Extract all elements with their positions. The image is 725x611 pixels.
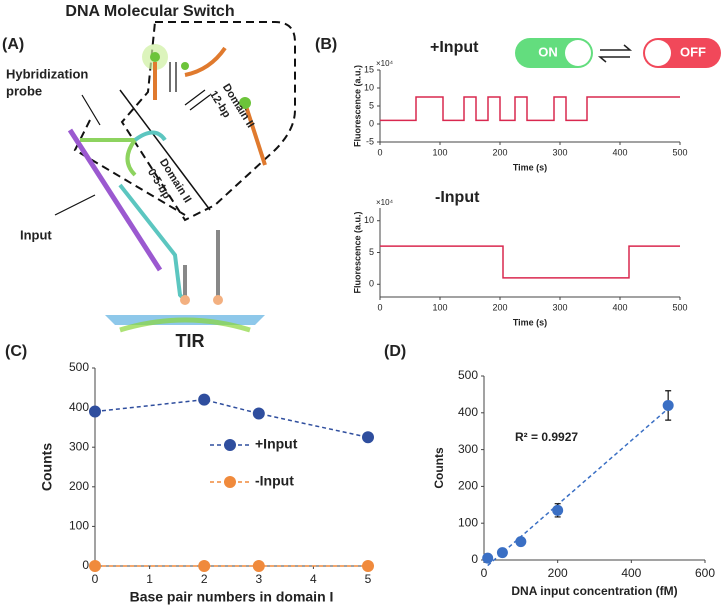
point bbox=[362, 560, 374, 572]
point bbox=[482, 552, 494, 564]
y-tick-label: 400 bbox=[458, 405, 478, 419]
point bbox=[198, 393, 211, 406]
y-scale-label: ×10⁴ bbox=[376, 59, 394, 68]
point bbox=[362, 431, 374, 444]
point bbox=[198, 560, 211, 572]
x-tick-label: 0 bbox=[377, 302, 382, 312]
point bbox=[496, 547, 508, 559]
x-tick-label: 0 bbox=[377, 147, 382, 157]
switch bbox=[515, 38, 721, 68]
x-tick-label: 0 bbox=[92, 572, 99, 586]
legend-label: -Input bbox=[255, 473, 294, 489]
x-tick-label: 500 bbox=[672, 147, 687, 157]
legend-label: +Input bbox=[255, 436, 298, 452]
chart-title: +Input bbox=[430, 39, 479, 56]
panel-label: (C) bbox=[5, 343, 27, 360]
x-tick-label: 3 bbox=[255, 572, 262, 586]
x-tick-label: 400 bbox=[612, 147, 627, 157]
x-tick-label: 500 bbox=[672, 302, 687, 312]
x-axis-label: Base pair numbers in domain I bbox=[130, 589, 334, 605]
series-line bbox=[380, 245, 680, 279]
y-tick-label: 0 bbox=[82, 558, 89, 572]
x-tick-label: 200 bbox=[548, 566, 568, 580]
y-tick-label: 5 bbox=[369, 100, 374, 110]
annotation: R² = 0.9927 bbox=[515, 430, 578, 444]
x-tick-label: 200 bbox=[492, 302, 507, 312]
y-tick-label: 100 bbox=[458, 515, 478, 529]
point bbox=[252, 560, 265, 572]
point bbox=[252, 407, 265, 420]
x-tick-label: 100 bbox=[432, 302, 447, 312]
x-tick-label: 5 bbox=[365, 572, 372, 586]
diagram bbox=[54, 21, 296, 333]
y-scale-label: ×10⁴ bbox=[376, 198, 394, 207]
chart-title: -Input bbox=[435, 189, 480, 206]
y-tick-label: 0 bbox=[369, 279, 374, 289]
point bbox=[662, 399, 674, 411]
y-axis-label: Counts bbox=[39, 443, 55, 491]
y-tick-label: 500 bbox=[458, 368, 478, 382]
trendline bbox=[487, 407, 669, 567]
switch-off: OFF bbox=[680, 44, 706, 59]
series-line bbox=[94, 398, 369, 439]
y-tick-label: -5 bbox=[366, 136, 374, 146]
y-tick-label: 500 bbox=[69, 360, 89, 374]
x-tick-label: 600 bbox=[695, 566, 715, 580]
x-tick-label: 300 bbox=[552, 302, 567, 312]
input-label: Input bbox=[20, 227, 52, 242]
y-axis-label: Fluorescence (a.u.) bbox=[352, 211, 362, 293]
panel-label: (A) bbox=[2, 36, 24, 53]
x-tick-label: 100 bbox=[432, 147, 447, 157]
y-tick-label: 15 bbox=[364, 64, 374, 74]
point bbox=[515, 536, 527, 548]
probe-label: Hybridization bbox=[6, 66, 88, 81]
figure-title: DNA Molecular Switch bbox=[65, 3, 234, 20]
x-axis-label: Time (s) bbox=[513, 162, 547, 172]
y-tick-label: 0 bbox=[369, 118, 374, 128]
switch-on: ON bbox=[538, 44, 558, 59]
x-tick-label: 2 bbox=[201, 572, 208, 586]
y-tick-label: 10 bbox=[364, 215, 374, 225]
y-axis-label: Fluorescence (a.u.) bbox=[352, 65, 362, 147]
y-tick-label: 300 bbox=[458, 442, 478, 456]
y-tick-label: 200 bbox=[69, 479, 89, 493]
panel-label: (D) bbox=[384, 343, 406, 360]
y-tick-label: 100 bbox=[69, 519, 89, 533]
point bbox=[89, 560, 101, 572]
x-tick-label: 0 bbox=[481, 566, 488, 580]
series-line bbox=[380, 96, 680, 122]
y-tick-label: 400 bbox=[69, 400, 89, 414]
x-tick-label: 1 bbox=[146, 572, 153, 586]
probe-label: probe bbox=[6, 83, 42, 98]
x-tick-label: 200 bbox=[492, 147, 507, 157]
y-tick-label: 200 bbox=[458, 479, 478, 493]
x-tick-label: 400 bbox=[621, 566, 641, 580]
y-tick-label: 0 bbox=[471, 552, 478, 566]
tir-label: TIR bbox=[176, 331, 205, 351]
x-axis-label: Time (s) bbox=[513, 317, 547, 327]
y-tick-label: 5 bbox=[369, 247, 374, 257]
legend-marker bbox=[224, 439, 236, 451]
point bbox=[89, 405, 101, 418]
x-axis-label: DNA input concentration (fM) bbox=[511, 584, 677, 598]
y-tick-label: 300 bbox=[69, 439, 89, 453]
panel-label: (B) bbox=[315, 36, 337, 53]
x-tick-label: 400 bbox=[612, 302, 627, 312]
legend-marker bbox=[224, 476, 236, 488]
y-tick-label: 10 bbox=[364, 82, 374, 92]
x-tick-label: 300 bbox=[552, 147, 567, 157]
point bbox=[552, 504, 564, 516]
y-axis-label: Counts bbox=[432, 447, 446, 489]
x-tick-label: 4 bbox=[310, 572, 317, 586]
